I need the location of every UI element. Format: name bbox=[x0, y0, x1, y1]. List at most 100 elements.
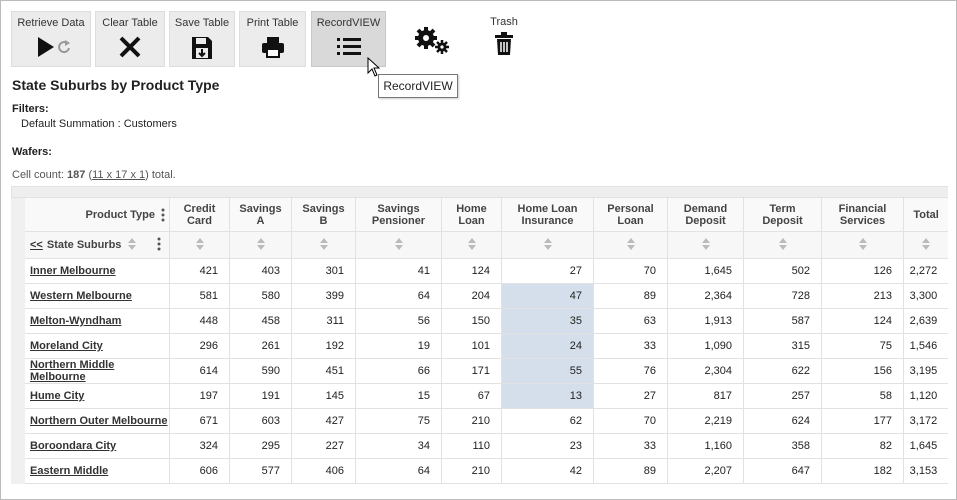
value-cell: 89 bbox=[593, 283, 668, 309]
value-cell: 67 bbox=[441, 383, 502, 409]
value-cell: 451 bbox=[291, 358, 356, 384]
value-cell: 817 bbox=[667, 383, 744, 409]
button-label: Save Table bbox=[174, 17, 230, 29]
value-cell: 427 bbox=[291, 408, 356, 434]
row-label-link[interactable]: Inner Melbourne bbox=[30, 265, 116, 277]
value-cell: 614 bbox=[169, 358, 230, 384]
value-cell: 399 bbox=[291, 283, 356, 309]
value-cell: 145 bbox=[291, 383, 356, 409]
data-row: Northern Middle Melbourne 614 590 451 66 171 5… bbox=[12, 358, 948, 384]
value-cell: 101 bbox=[441, 333, 502, 359]
value-cell: 63 bbox=[593, 308, 668, 334]
value-cell: 75 bbox=[355, 408, 442, 434]
sort-icon[interactable] bbox=[467, 237, 477, 251]
sort-icon[interactable] bbox=[921, 237, 931, 251]
value-cell: 1,120 bbox=[902, 383, 948, 409]
data-row: Hume City 197 191 145 15 67 13 27 817 257 58 1,120 bbox=[12, 383, 948, 409]
row-label-link[interactable]: Boroondara City bbox=[30, 440, 117, 452]
sort-icon[interactable] bbox=[127, 237, 137, 251]
sort-icon[interactable] bbox=[195, 237, 205, 251]
sort-icon[interactable] bbox=[319, 237, 329, 251]
value-cell: 42 bbox=[501, 458, 594, 484]
row-label-link[interactable]: Western Melbourne bbox=[30, 290, 132, 302]
value-cell: 728 bbox=[743, 283, 822, 309]
row-label-cell: Hume City bbox=[24, 383, 170, 409]
value-cell: 358 bbox=[743, 433, 822, 459]
value-cell: 192 bbox=[291, 333, 356, 359]
sort-icon[interactable] bbox=[543, 237, 553, 251]
value-cell: 23 bbox=[501, 433, 594, 459]
sort-icon[interactable] bbox=[778, 237, 788, 251]
sort-cell bbox=[169, 231, 230, 259]
value-cell: 89 bbox=[593, 458, 668, 484]
row-label-link[interactable]: Hume City bbox=[30, 390, 85, 402]
value-cell: 622 bbox=[743, 358, 822, 384]
sort-icon[interactable] bbox=[701, 237, 711, 251]
column-header: Savings Pensioner bbox=[355, 197, 442, 232]
retrieve-button[interactable]: Retrieve Data bbox=[11, 11, 91, 67]
value-cell: 150 bbox=[441, 308, 502, 334]
value-cell: 448 bbox=[169, 308, 230, 334]
row-label-link[interactable]: Eastern Middle bbox=[30, 465, 109, 477]
column-header: Home Loan Insurance bbox=[501, 197, 594, 232]
row-header-cell: << State Suburbs bbox=[24, 231, 170, 259]
row-label-link[interactable]: Moreland City bbox=[30, 340, 103, 352]
value-cell: 3,153 bbox=[902, 458, 948, 484]
value-cell: 581 bbox=[169, 283, 230, 309]
drill-up-link[interactable]: << bbox=[30, 239, 43, 251]
sort-icon[interactable] bbox=[256, 237, 266, 251]
sort-icon[interactable] bbox=[626, 237, 636, 251]
value-cell: 124 bbox=[441, 258, 502, 284]
value-cell: 55 bbox=[501, 358, 594, 384]
value-cell: 606 bbox=[169, 458, 230, 484]
sort-icon[interactable] bbox=[394, 237, 404, 251]
column-header: Credit Card bbox=[169, 197, 230, 232]
dimension-link[interactable]: 11 x 17 x 1 bbox=[92, 169, 146, 181]
row-label-link[interactable]: Northern Middle Melbourne bbox=[30, 359, 115, 383]
menu-icon[interactable] bbox=[161, 208, 165, 222]
filters-label: Filters: bbox=[12, 103, 49, 115]
strip-cell bbox=[11, 186, 948, 198]
column-header: Savings B bbox=[291, 197, 356, 232]
header-row: Product Type Credit Card Savings A Savings … bbox=[11, 197, 948, 484]
recordview-button[interactable]: RecordVIEW bbox=[311, 11, 386, 67]
value-cell: 210 bbox=[441, 458, 502, 484]
sort-cell bbox=[743, 231, 822, 259]
settings-button[interactable] bbox=[411, 25, 451, 58]
value-cell: 75 bbox=[821, 333, 904, 359]
value-cell: 24 bbox=[501, 333, 594, 359]
value-cell: 295 bbox=[229, 433, 292, 459]
clear-button[interactable]: Clear Table bbox=[95, 11, 165, 67]
save-button[interactable]: Save Table bbox=[169, 11, 235, 67]
print-button[interactable]: Print Table bbox=[239, 11, 306, 67]
value-cell: 33 bbox=[593, 333, 668, 359]
data-table: Product Type Credit Card Savings A Savings … bbox=[11, 186, 948, 484]
value-cell: 421 bbox=[169, 258, 230, 284]
sort-row: << State Suburbs bbox=[12, 231, 948, 259]
column-header-cell: Product Type bbox=[24, 197, 170, 232]
row-label-link[interactable]: Northern Outer Melbourne bbox=[30, 415, 168, 427]
menu-icon[interactable] bbox=[157, 237, 161, 251]
sort-cell bbox=[229, 231, 292, 259]
row-label-link[interactable]: Melton-Wyndham bbox=[30, 315, 122, 327]
column-header: Financial Services bbox=[821, 197, 904, 232]
value-cell: 261 bbox=[229, 333, 292, 359]
row-label-cell: Northern Middle Melbourne bbox=[24, 358, 170, 384]
sort-icon[interactable] bbox=[858, 237, 868, 251]
value-cell: 458 bbox=[229, 308, 292, 334]
wafers-label: Wafers: bbox=[12, 146, 52, 158]
value-cell: 66 bbox=[355, 358, 442, 384]
value-cell: 35 bbox=[501, 308, 594, 334]
value-cell: 58 bbox=[821, 383, 904, 409]
value-cell: 177 bbox=[821, 408, 904, 434]
value-cell: 47 bbox=[501, 283, 594, 309]
filter-item: Default Summation : Customers bbox=[21, 118, 177, 130]
trash-button[interactable]: Trash bbox=[484, 11, 524, 59]
value-cell: 580 bbox=[229, 283, 292, 309]
trash-icon bbox=[495, 32, 513, 55]
value-cell: 197 bbox=[169, 383, 230, 409]
row-label-cell: Boroondara City bbox=[24, 433, 170, 459]
value-cell: 27 bbox=[501, 258, 594, 284]
clear-icon bbox=[119, 36, 141, 58]
